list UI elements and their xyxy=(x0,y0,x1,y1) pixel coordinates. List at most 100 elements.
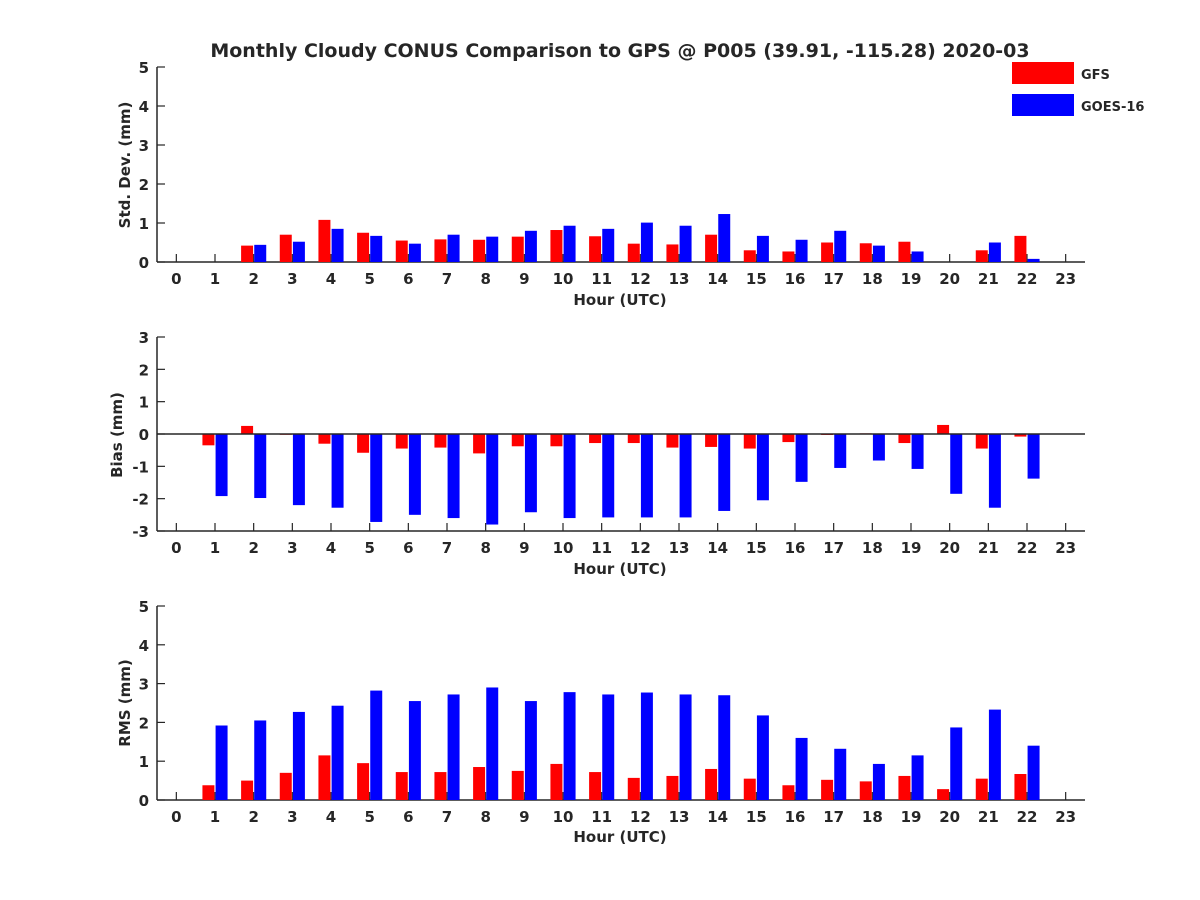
rms-bar-gfs xyxy=(473,767,486,800)
bias-bar-gfs xyxy=(743,434,756,449)
rms-bar-goes16 xyxy=(1027,745,1040,800)
rms-xtick-label: 20 xyxy=(939,808,960,826)
std-dev-ylabel: Std. Dev. (mm) xyxy=(116,102,134,229)
rms-bar-gfs xyxy=(395,772,408,800)
std-dev-bar-gfs xyxy=(859,243,872,262)
rms-bar-goes16 xyxy=(679,694,692,800)
rms-xtick-label: 21 xyxy=(978,808,999,826)
std-dev-xtick-label: 12 xyxy=(630,270,651,288)
std-dev-bar-gfs xyxy=(821,242,834,262)
bias-bar-goes16 xyxy=(292,434,305,506)
std-dev-bar-gfs xyxy=(627,243,640,262)
std-dev-xtick-label: 4 xyxy=(326,270,336,288)
bias-bar-gfs xyxy=(434,434,447,448)
bias-xtick-label: 13 xyxy=(669,539,690,557)
rms-bar-gfs xyxy=(434,772,447,800)
std-dev-bar-gfs xyxy=(550,230,563,262)
std-dev-bar-gfs xyxy=(589,236,602,262)
std-dev-bar-goes16 xyxy=(756,235,769,262)
std-dev-xtick-label: 15 xyxy=(746,270,767,288)
rms-bar-gfs xyxy=(589,772,602,800)
bias-bar-goes16 xyxy=(911,434,924,469)
std-dev-xtick-label: 7 xyxy=(442,270,452,288)
bias-xtick-label: 18 xyxy=(862,539,883,557)
bias-bar-goes16 xyxy=(408,434,421,515)
legend: GFS GOES-16 xyxy=(1012,62,1144,116)
std-dev-xtick-label: 13 xyxy=(669,270,690,288)
rms-bar-gfs xyxy=(743,778,756,800)
rms-bar-goes16 xyxy=(950,727,963,800)
std-dev-xtick-label: 5 xyxy=(364,270,374,288)
std-dev-xtick-label: 1 xyxy=(210,270,220,288)
std-dev-bar-gfs xyxy=(898,241,911,262)
rms-xtick-label: 5 xyxy=(364,808,374,826)
rms-xtick-label: 16 xyxy=(785,808,806,826)
std-dev-bar-goes16 xyxy=(872,245,885,262)
rms-bar-goes16 xyxy=(756,715,769,800)
bias-bar-goes16 xyxy=(640,434,653,518)
legend-swatch-gfs xyxy=(1012,62,1074,84)
std-dev-xtick-label: 19 xyxy=(901,270,922,288)
std-dev-bar-gfs xyxy=(395,240,408,262)
rms-bar-goes16 xyxy=(254,720,267,800)
rms-ytick-label: 4 xyxy=(139,637,149,655)
bias-xtick-label: 0 xyxy=(171,539,181,557)
bias-bar-goes16 xyxy=(254,434,267,499)
bias-xlabel: Hour (UTC) xyxy=(573,560,666,578)
std-dev-bar-gfs xyxy=(1014,235,1027,262)
bias-xtick-label: 17 xyxy=(823,539,844,557)
std-dev-bar-goes16 xyxy=(524,230,537,262)
rms-xtick-label: 14 xyxy=(707,808,728,826)
bias-bar-goes16 xyxy=(486,434,499,525)
rms-bar-gfs xyxy=(975,778,988,800)
rms-bar-gfs xyxy=(279,772,292,800)
bias-ytick-label: 1 xyxy=(139,394,149,412)
std-dev-bar-gfs xyxy=(279,234,292,262)
rms-bar-goes16 xyxy=(486,687,499,800)
rms-xtick-label: 13 xyxy=(669,808,690,826)
rms-bar-goes16 xyxy=(370,690,383,800)
std-dev-bar-goes16 xyxy=(1027,258,1040,262)
rms-bar-gfs xyxy=(898,775,911,800)
bias-bar-gfs xyxy=(1014,434,1027,437)
std-dev-bar-goes16 xyxy=(370,235,383,262)
std-dev-bar-gfs xyxy=(975,250,988,262)
rms-xtick-label: 15 xyxy=(746,808,767,826)
std-dev-ytick-label: 0 xyxy=(139,254,149,272)
rms-xtick-label: 19 xyxy=(901,808,922,826)
rms-bar-gfs xyxy=(666,775,679,800)
bias-bar-gfs xyxy=(937,424,950,434)
std-dev-bar-goes16 xyxy=(834,230,847,262)
std-dev-ytick-label: 4 xyxy=(139,98,149,116)
std-dev-ytick-label: 2 xyxy=(139,176,149,194)
rms-bar-goes16 xyxy=(640,692,653,800)
rms-bar-goes16 xyxy=(602,694,615,800)
rms-bar-gfs xyxy=(241,780,254,800)
rms-xtick-label: 11 xyxy=(591,808,612,826)
std-dev-xtick-label: 22 xyxy=(1017,270,1038,288)
rms-bar-gfs xyxy=(1014,774,1027,800)
bias-bar-goes16 xyxy=(331,434,344,508)
bias-xtick-label: 19 xyxy=(901,539,922,557)
legend-label-goes16: GOES-16 xyxy=(1081,100,1144,115)
rms-xtick-label: 18 xyxy=(862,808,883,826)
bias-xtick-label: 22 xyxy=(1017,539,1038,557)
std-dev-bar-gfs xyxy=(241,245,254,262)
rms-bar-goes16 xyxy=(795,737,808,800)
bias-bar-gfs xyxy=(241,425,254,434)
rms-xtick-label: 3 xyxy=(287,808,297,826)
bias-xtick-label: 2 xyxy=(248,539,258,557)
bias-ytick-label: -1 xyxy=(132,458,149,476)
std-dev-bar-goes16 xyxy=(718,214,731,262)
std-dev-xtick-label: 17 xyxy=(823,270,844,288)
bias-bar-goes16 xyxy=(679,434,692,518)
rms-bar-gfs xyxy=(782,785,795,800)
bias-bar-goes16 xyxy=(524,434,537,513)
rms-xtick-label: 0 xyxy=(171,808,181,826)
legend-label-gfs: GFS xyxy=(1081,68,1110,83)
rms-ytick-label: 1 xyxy=(139,753,149,771)
bias-bar-goes16 xyxy=(834,434,847,468)
bias-xtick-label: 14 xyxy=(707,539,728,557)
